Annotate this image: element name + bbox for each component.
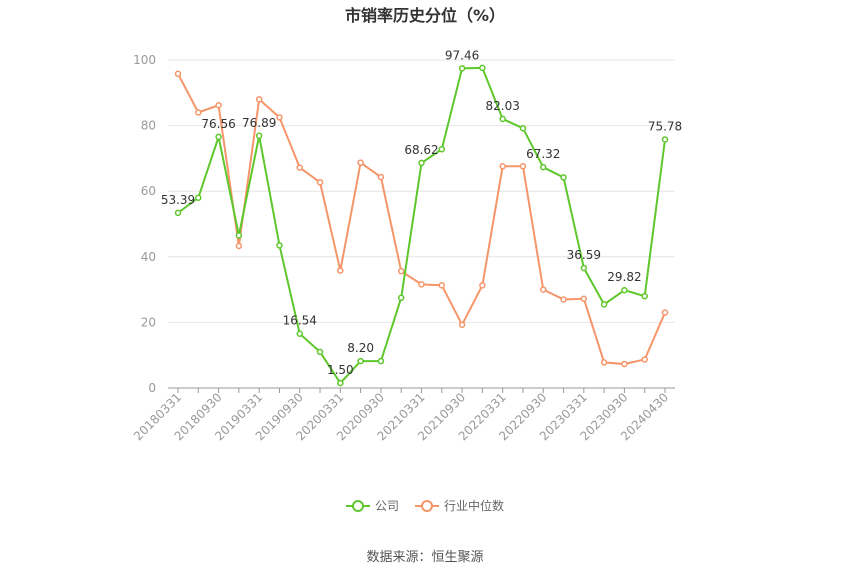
data-point-0[interactable] xyxy=(479,64,486,72)
data-point-1[interactable] xyxy=(296,164,303,171)
data-point-0[interactable] xyxy=(540,163,547,171)
data-point-0[interactable] xyxy=(641,292,648,300)
data-point-0[interactable] xyxy=(580,264,588,272)
legend-item-company[interactable]: 公司 xyxy=(345,497,399,514)
data-point-0[interactable] xyxy=(600,301,608,308)
data-point-0[interactable] xyxy=(438,145,446,153)
data-point-0[interactable] xyxy=(357,357,364,365)
data-point-0[interactable] xyxy=(337,379,344,387)
data-point-0[interactable] xyxy=(235,232,243,239)
data-point-0[interactable] xyxy=(296,330,303,337)
data-point-1[interactable] xyxy=(235,242,243,250)
legend-label-industry-median: 行业中位数 xyxy=(444,499,505,513)
y-tick-label: 40 xyxy=(141,250,156,264)
y-tick-label: 80 xyxy=(141,119,156,133)
data-point-0[interactable] xyxy=(499,115,506,123)
data-point-0[interactable] xyxy=(418,159,425,167)
legend-item-industry-median[interactable]: 行业中位数 xyxy=(415,497,504,514)
data-point-1[interactable] xyxy=(600,359,608,366)
data-point-1[interactable] xyxy=(337,267,344,274)
data-point-0[interactable] xyxy=(215,133,222,141)
data-label: 36.59 xyxy=(567,248,601,262)
data-point-0[interactable] xyxy=(174,209,182,217)
data-label: 75.78 xyxy=(648,119,682,133)
data-label: 16.54 xyxy=(283,314,317,328)
data-source: 数据来源：恒生聚源 xyxy=(366,550,484,565)
y-tick-label: 100 xyxy=(133,53,156,67)
data-point-1[interactable] xyxy=(519,163,527,170)
data-point-1[interactable] xyxy=(397,267,405,275)
legend-marker-company xyxy=(345,499,370,513)
data-label: 53.39 xyxy=(161,193,195,207)
data-point-1[interactable] xyxy=(255,96,263,103)
legend-marker-industry-median xyxy=(415,499,439,513)
data-label: 68.62 xyxy=(404,143,438,157)
data-point-0[interactable] xyxy=(316,348,324,356)
line-chart: 0204060801002018033120180930201903312019… xyxy=(131,48,682,443)
data-point-1[interactable] xyxy=(641,356,648,363)
y-tick-label: 20 xyxy=(141,315,156,329)
data-label: 76.56 xyxy=(201,117,235,131)
data-point-0[interactable] xyxy=(195,194,202,202)
data-point-1[interactable] xyxy=(174,70,182,78)
data-point-0[interactable] xyxy=(661,136,669,143)
data-point-1[interactable] xyxy=(479,282,486,289)
data-point-0[interactable] xyxy=(560,174,567,181)
data-point-1[interactable] xyxy=(438,282,446,289)
data-point-1[interactable] xyxy=(458,321,466,328)
data-point-1[interactable] xyxy=(580,295,588,303)
data-point-1[interactable] xyxy=(357,159,364,166)
data-point-1[interactable] xyxy=(540,286,547,293)
data-point-1[interactable] xyxy=(215,102,222,109)
chart-title: 市销率历史分位（%） xyxy=(344,6,506,25)
data-point-1[interactable] xyxy=(621,360,628,368)
data-label: 1.50 xyxy=(327,363,354,377)
data-label: 76.89 xyxy=(242,116,276,130)
data-point-0[interactable] xyxy=(519,124,527,132)
legend: 公司 行业中位数 xyxy=(0,497,850,514)
data-point-0[interactable] xyxy=(377,357,385,365)
data-label: 82.03 xyxy=(485,99,519,113)
data-point-0[interactable] xyxy=(621,286,628,294)
data-point-1[interactable] xyxy=(195,109,202,116)
data-point-1[interactable] xyxy=(661,309,669,316)
data-point-0[interactable] xyxy=(458,65,466,72)
data-point-1[interactable] xyxy=(499,163,506,170)
data-point-1[interactable] xyxy=(418,281,425,288)
data-point-1[interactable] xyxy=(316,179,324,186)
y-tick-label: 0 xyxy=(148,381,156,395)
data-label: 97.46 xyxy=(445,48,479,62)
data-label: 8.20 xyxy=(347,341,374,355)
data-point-1[interactable] xyxy=(560,296,567,303)
y-tick-label: 60 xyxy=(141,184,156,198)
data-point-1[interactable] xyxy=(377,173,385,181)
legend-label-company: 公司 xyxy=(374,499,399,513)
data-point-0[interactable] xyxy=(276,242,283,249)
data-point-0[interactable] xyxy=(255,132,263,140)
data-point-1[interactable] xyxy=(276,114,283,121)
data-label: 67.32 xyxy=(526,147,560,161)
data-label: 29.82 xyxy=(607,270,641,284)
data-point-0[interactable] xyxy=(397,294,405,302)
